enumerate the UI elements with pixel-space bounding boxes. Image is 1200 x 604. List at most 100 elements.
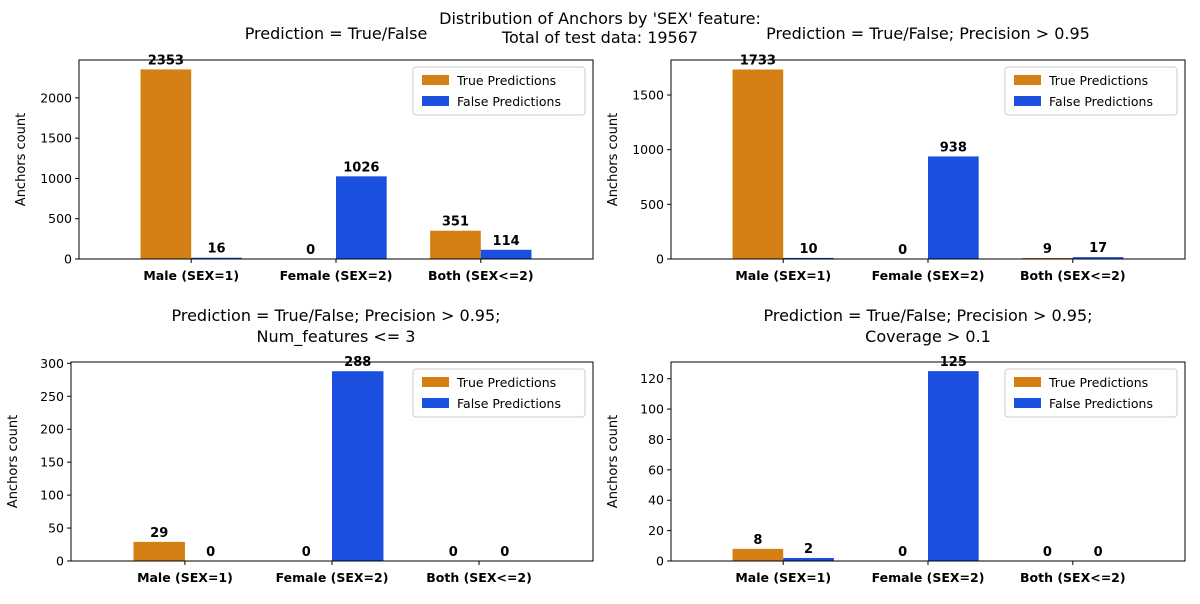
subplot-title: Prediction = True/False; Precision > 0.9… — [171, 306, 500, 325]
legend-box — [412, 368, 586, 418]
x-tick-label: Male (SEX=1) — [143, 268, 239, 283]
bar-value-label: 9 — [1043, 242, 1052, 257]
x-tick-label: Male (SEX=1) — [735, 268, 831, 283]
bar-value-label: 114 — [493, 234, 520, 249]
bar-value-label: 0 — [449, 545, 458, 560]
legend: True Predictions False Predictions — [412, 368, 586, 418]
y-tick-label: 250 — [40, 389, 64, 404]
subplot-1: 2353 0 351 16 1026 114 0 500 1000 1500 2000 Male (S… — [14, 24, 594, 283]
y-tick-label: 500 — [640, 197, 664, 212]
legend-label: True Predictions — [1048, 73, 1148, 88]
legend-swatch — [422, 398, 449, 408]
y-tick-label: 2000 — [40, 90, 72, 105]
bar-value-label: 125 — [940, 355, 967, 370]
y-tick-label: 0 — [64, 252, 72, 267]
legend-swatch — [1014, 398, 1041, 408]
bar-false-3 — [480, 249, 532, 259]
bar-false-2 — [928, 371, 979, 561]
legend-swatch — [422, 75, 449, 85]
legend-label: False Predictions — [1049, 396, 1153, 411]
legend-box — [1004, 66, 1178, 116]
bar-value-label: 1026 — [343, 160, 379, 175]
legend-label: False Predictions — [457, 396, 561, 411]
bar-value-label: 938 — [940, 140, 967, 155]
legend-swatch — [422, 96, 449, 106]
legend-swatch — [422, 377, 449, 387]
bar-false-1 — [783, 557, 834, 561]
legend: True Predictions False Predictions — [1004, 66, 1178, 116]
bar-value-label: 0 — [898, 243, 907, 258]
bar-false-3 — [1072, 257, 1124, 259]
x-tick-label: Male (SEX=1) — [137, 570, 233, 585]
legend-box — [1004, 368, 1178, 418]
legend-swatch — [1014, 75, 1041, 85]
legend-label: True Predictions — [1048, 375, 1148, 390]
x-tick-label: Both (SEX<=2) — [1020, 570, 1126, 585]
bar-value-label: 0 — [206, 545, 215, 560]
legend-label: True Predictions — [456, 375, 556, 390]
bar-value-label: 1733 — [740, 54, 776, 69]
suptitle-line-1: Distribution of Anchors by 'SEX' feature… — [439, 9, 761, 28]
y-tick-label: 200 — [40, 422, 64, 437]
bar-false-2 — [928, 156, 979, 259]
legend-label: False Predictions — [1049, 94, 1153, 109]
bar-value-label: 0 — [1043, 545, 1052, 560]
x-tick-label: Both (SEX<=2) — [426, 570, 532, 585]
bar-value-label: 2 — [804, 542, 813, 557]
y-tick-label: 60 — [648, 462, 664, 477]
bar-value-label: 0 — [306, 243, 315, 258]
x-tick-label: Female (SEX=2) — [872, 268, 985, 283]
y-tick-label: 1000 — [40, 171, 72, 186]
bar-value-label: 0 — [1094, 545, 1103, 560]
bar-value-label: 2353 — [148, 53, 184, 68]
y-tick-label: 1500 — [40, 131, 72, 146]
y-tick-label: 20 — [648, 523, 664, 538]
y-tick-label: 0 — [656, 554, 664, 569]
x-tick-label: Female (SEX=2) — [280, 268, 393, 283]
suptitle-line-2: Total of test data: 19567 — [501, 28, 699, 47]
bar-true-3 — [430, 230, 481, 259]
y-axis-label: Anchors count — [606, 415, 621, 508]
legend-swatch — [1014, 96, 1041, 106]
bar-value-label: 8 — [753, 533, 762, 548]
y-tick-label: 1000 — [632, 142, 664, 157]
bar-true-1 — [732, 69, 784, 259]
bar-false-2 — [332, 371, 384, 561]
bar-true-1 — [133, 541, 185, 561]
x-tick-label: Both (SEX<=2) — [1020, 268, 1126, 283]
bar-false-1 — [783, 257, 834, 259]
subplot-title: Prediction = True/False; Precision > 0.9… — [766, 24, 1090, 43]
bar-value-label: 0 — [500, 545, 509, 560]
subplot-title: Prediction = True/False — [245, 24, 428, 43]
y-tick-label: 100 — [640, 402, 664, 417]
legend-label: False Predictions — [457, 94, 561, 109]
y-axis-label: Anchors count — [6, 415, 21, 508]
y-tick-label: 120 — [640, 371, 664, 386]
bar-value-label: 29 — [150, 526, 168, 541]
subplot-title: Coverage > 0.1 — [865, 327, 991, 346]
bar-value-label: 0 — [898, 545, 907, 560]
y-tick-label: 40 — [648, 493, 664, 508]
bar-value-label: 10 — [800, 242, 818, 257]
y-tick-label: 80 — [648, 432, 664, 447]
y-tick-label: 0 — [656, 252, 664, 267]
y-tick-label: 500 — [48, 211, 72, 226]
y-tick-label: 300 — [40, 356, 64, 371]
subplot-title: Prediction = True/False; Precision > 0.9… — [763, 306, 1092, 325]
y-axis-label: Anchors count — [14, 113, 29, 206]
bar-value-label: 288 — [344, 355, 371, 370]
x-tick-label: Female (SEX=2) — [872, 570, 985, 585]
legend-swatch — [1014, 377, 1041, 387]
subplot-3: 29 0 0 0 288 0 0 50 100 150 200 250 300 Male (SEX=1) F… — [6, 306, 594, 585]
bar-false-2 — [336, 176, 387, 259]
y-tick-label: 0 — [56, 554, 64, 569]
legend-box — [412, 66, 586, 116]
y-tick-label: 100 — [40, 488, 64, 503]
legend: True Predictions False Predictions — [412, 66, 586, 116]
bar-value-label: 16 — [208, 242, 226, 257]
x-tick-label: Male (SEX=1) — [735, 570, 831, 585]
bar-value-label: 17 — [1089, 241, 1107, 256]
bar-value-label: 351 — [442, 215, 469, 230]
